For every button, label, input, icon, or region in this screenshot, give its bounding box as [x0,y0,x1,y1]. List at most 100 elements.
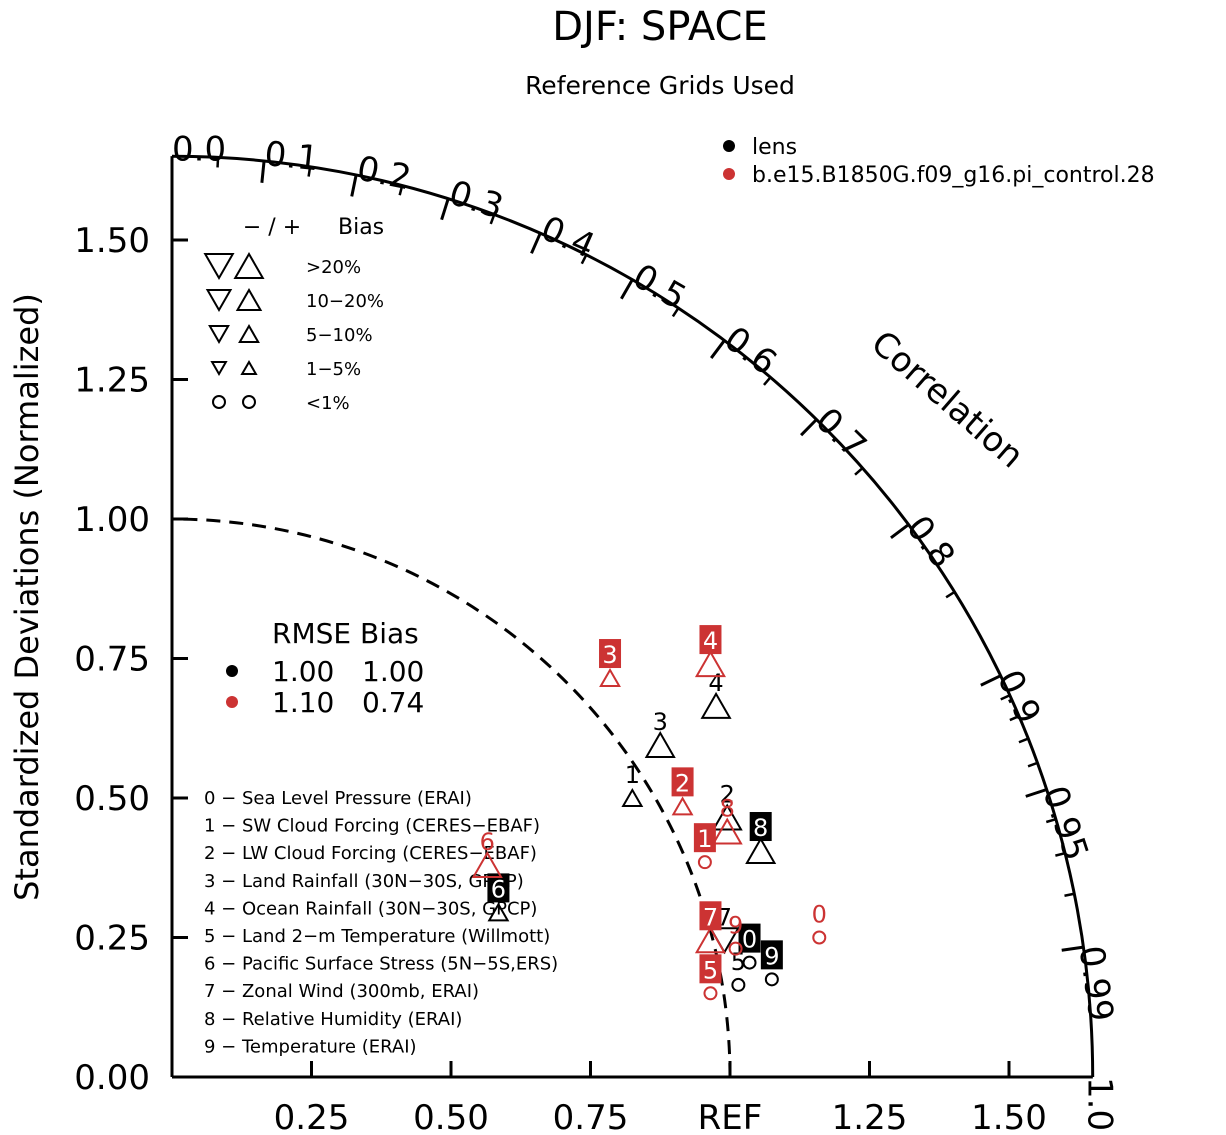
point-label-box [699,901,722,931]
bias-circle-marker [697,855,712,870]
correlation-tick-label: 0.5 [626,256,693,318]
correlation-minor-tick [945,590,956,599]
correlation-tick-mark [1061,945,1084,952]
bias-circle-marker [728,941,743,956]
x-tick-label: 0.50 [413,1098,489,1135]
variable-list-item: 9 − Temperature (ERAI) [204,1036,417,1057]
point-label: 7 [703,903,718,931]
bias-up-triangle-marker [233,251,265,279]
series-legend-label: b.e15.B1850G.f09_g16.pi_control.28 [752,163,1155,188]
point-label: 3 [653,708,668,736]
correlation-tick-mark [1025,788,1048,798]
correlation-tick-mark [440,198,450,221]
bias-legend: − / + Bias >20% 10−20% 5−10% 1−5% <1% [203,215,384,414]
point-label-box [738,923,761,953]
point-label: 2 [675,769,690,797]
point-label: 8 [720,794,735,822]
correlation-minor-tick [1064,892,1075,897]
axes-layer: 0.25 0.50 0.75 REF 1.25 1.500.000.250.500.751… [74,129,1121,1135]
point-label-box [693,823,716,853]
point-label: 5 [703,956,718,984]
bias-legend-label: 10−20% [306,291,384,312]
point-label: 4 [703,627,718,655]
x-tick-label: 1.25 [832,1098,908,1135]
bias-up-triangle-marker [745,837,777,865]
bias-legend-label: >20% [306,257,361,278]
bias-up-triangle-marker [671,796,694,816]
variable-list-item: 7 − Zonal Wind (300mb, ERAI) [204,981,479,1002]
bias-up-triangle-marker [599,668,621,688]
variable-list-item: 3 − Land Rainfall (30N−30S, GPCP) [204,871,524,892]
correlation-tick-label: 0.2 [354,148,415,198]
correlation-minor-tick [489,214,496,225]
bias-legend-label: <1% [306,393,350,414]
point-label: 2 [720,781,735,809]
x-tick-label: REF [698,1098,763,1135]
bias-up-triangle-marker [238,323,260,343]
correlation-tick-label: 0.7 [807,400,874,466]
y-tick-label: 0.25 [74,919,150,959]
correlation-tick-mark [260,160,266,183]
series-legend-dot [723,168,735,180]
bias-legend-label: 1−5% [306,359,361,380]
point-label-box [749,812,772,842]
bias-circle-marker [703,986,718,1001]
point-label: 9 [728,912,743,940]
variable-list-item: 8 − Relative Humidity (ERAI) [204,1009,462,1030]
correlation-minor-tick [398,185,404,196]
stats-rmse: 1.00 [272,655,334,688]
correlation-tick-label: 1.0 [1080,1077,1120,1131]
bias-circle-marker [764,972,779,987]
point-label-box [487,873,510,903]
y-tick-label: 0.50 [74,779,150,819]
point-label: 4 [708,669,723,697]
stats-dot [226,696,238,708]
point-label: 0 [742,926,757,954]
variable-list-item: 1 − SW Cloud Forcing (CERES−EBAF) [204,816,540,837]
stats-header: RMSE Bias [272,617,419,650]
bias-circle-marker [812,930,827,945]
correlation-minor-tick [1027,761,1038,768]
correlation-tick-label: 0.0 [172,129,226,169]
point-label-box [699,625,722,655]
correlation-tick-mark [530,232,542,254]
bias-up-triangle-marker [240,359,258,375]
bias-up-triangle-marker [711,817,743,845]
x-tick-label: 1.50 [971,1098,1047,1135]
series-legend: lens b.e15.B1850G.f09_g16.pi_control.28 [723,135,1155,188]
bias-up-triangle-marker [644,730,676,758]
correlation-minor-tick [763,376,772,386]
stats-rmse: 1.10 [272,686,334,719]
variable-list-item: 0 − Sea Level Pressure (ERAI) [204,788,472,809]
x-tick-label: 0.75 [553,1098,629,1135]
point-label: 0 [812,901,827,929]
bias-down-triangle-marker [208,325,230,345]
point-label: 8 [753,814,768,842]
bias-up-triangle-marker [694,650,726,678]
bias-legend-header: Bias [338,215,384,240]
variable-list-item: 5 − Land 2−m Temperature (Willmott) [204,926,550,947]
correlation-tick-mark [350,174,358,197]
correlation-minor-tick [1045,818,1057,824]
correlation-tick-label: 0.8 [898,508,962,575]
stats-dot [226,665,238,677]
bias-legend-signs: − / + [243,215,301,240]
y-tick-label: 0.75 [74,640,150,680]
point-label: 5 [731,948,746,976]
correlation-tick-label: 0.95 [1034,781,1096,865]
series-legend-dot [723,140,735,152]
correlation-tick-label: 0.1 [263,134,321,179]
y-tick-label: 0.00 [74,1058,150,1098]
bias-circle-marker [242,395,256,409]
bias-up-triangle-marker [711,803,743,831]
chart-title: DJF: SPACE [552,4,768,50]
bias-up-triangle-marker [471,850,503,878]
correlation-minor-tick [1018,737,1029,744]
correlation-minor-tick [1009,715,1020,722]
bias-down-triangle-marker [210,361,228,377]
variable-list-item: 2 − LW Cloud Forcing (CERES−EBAF) [204,843,537,864]
correlation-minor-tick [1000,694,1011,701]
correlation-tick-label: 0.9 [989,664,1049,730]
bias-up-triangle-marker [694,926,726,954]
